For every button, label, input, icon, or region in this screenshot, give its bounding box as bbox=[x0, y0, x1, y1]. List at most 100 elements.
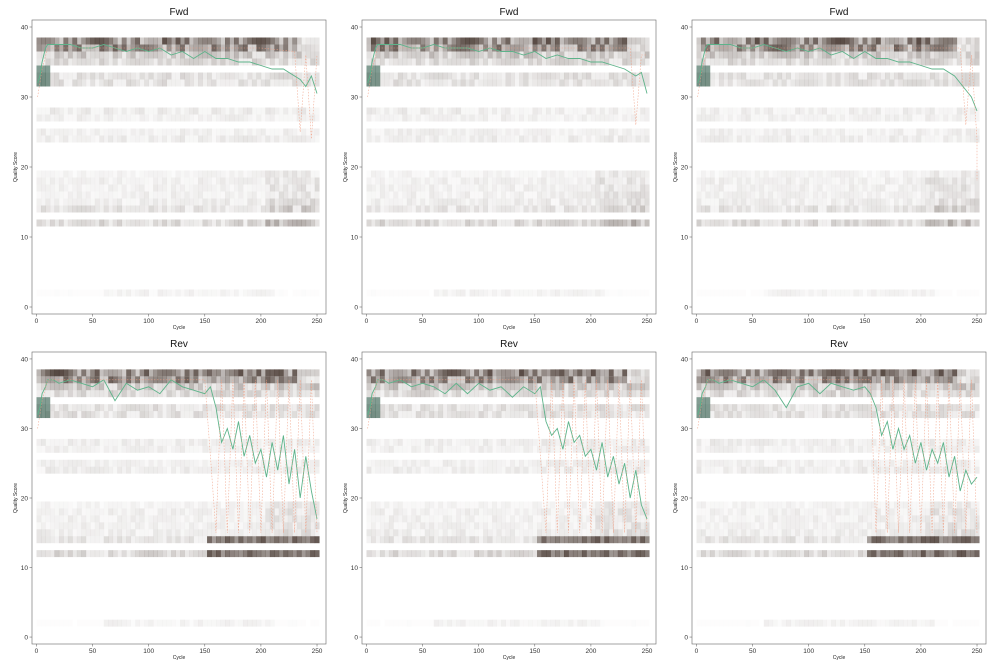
heatmap-cell bbox=[220, 550, 226, 558]
heatmap-cell bbox=[72, 529, 77, 536]
heatmap-cell bbox=[745, 205, 751, 213]
heatmap-cell bbox=[274, 411, 280, 419]
heatmap-cell bbox=[965, 51, 971, 59]
heatmap-cell bbox=[799, 205, 805, 213]
heatmap-cell bbox=[314, 219, 320, 227]
heatmap-cell bbox=[72, 107, 78, 115]
heatmap-cell bbox=[67, 191, 73, 199]
heatmap-cell bbox=[965, 58, 971, 66]
heatmap-cell bbox=[36, 37, 42, 45]
y-tick-label: 0 bbox=[354, 304, 358, 311]
heatmap-cell bbox=[911, 58, 917, 66]
heatmap-cell bbox=[229, 515, 235, 523]
heatmap-cell bbox=[885, 37, 890, 45]
heatmap-cell bbox=[425, 171, 430, 178]
heatmap-cell bbox=[314, 445, 320, 453]
heatmap-cell bbox=[885, 79, 890, 87]
heatmap-cell bbox=[63, 198, 69, 206]
heatmap-cell bbox=[139, 128, 145, 136]
heatmap-cell bbox=[175, 466, 181, 474]
heatmap-cell bbox=[586, 107, 592, 115]
heatmap-cell bbox=[157, 289, 163, 297]
heatmap-cell bbox=[795, 72, 801, 80]
heatmap-cell bbox=[49, 411, 55, 419]
heatmap-cell bbox=[292, 404, 298, 412]
heatmap-cell bbox=[808, 58, 814, 66]
heatmap-cell bbox=[478, 72, 484, 80]
heatmap-cell bbox=[175, 37, 181, 45]
heatmap-cell bbox=[871, 128, 877, 136]
heatmap-cell bbox=[310, 376, 316, 384]
heatmap-cell bbox=[278, 198, 284, 206]
heatmap-cell bbox=[723, 128, 729, 136]
heatmap-cell bbox=[99, 135, 105, 143]
heatmap-cell bbox=[885, 44, 890, 52]
heatmap-cell bbox=[58, 501, 64, 509]
heatmap-cell bbox=[45, 522, 50, 529]
heatmap-cell bbox=[229, 72, 235, 80]
heatmap-cell bbox=[117, 619, 123, 627]
heatmap-cell bbox=[736, 37, 742, 45]
heatmap-cell bbox=[45, 620, 50, 627]
heatmap-cell bbox=[135, 191, 141, 199]
heatmap-cell bbox=[604, 184, 610, 192]
heatmap-cell bbox=[121, 37, 127, 45]
heatmap-cell bbox=[429, 411, 435, 419]
heatmap-cell bbox=[310, 219, 316, 227]
heatmap-cell bbox=[415, 369, 421, 377]
heatmap-cell bbox=[590, 114, 596, 122]
heatmap-cell bbox=[474, 114, 479, 122]
heatmap-cell bbox=[108, 508, 114, 516]
heatmap-cell bbox=[49, 438, 55, 446]
heatmap-cell bbox=[94, 529, 100, 537]
heatmap-cell bbox=[863, 136, 868, 143]
heatmap-cell bbox=[862, 114, 868, 122]
heatmap-cell bbox=[366, 58, 372, 66]
heatmap-cell bbox=[626, 198, 632, 206]
heatmap-cell bbox=[375, 184, 381, 192]
heatmap-cell bbox=[81, 411, 87, 419]
heatmap-cell bbox=[853, 184, 859, 192]
heatmap-cell bbox=[45, 135, 51, 143]
heatmap-cell bbox=[397, 501, 403, 509]
heatmap-cell bbox=[256, 219, 262, 227]
heatmap-cell bbox=[460, 219, 466, 227]
heatmap-cell bbox=[117, 550, 123, 558]
heatmap-cell bbox=[384, 522, 390, 530]
heatmap-cell bbox=[76, 459, 82, 467]
heatmap-cell bbox=[99, 44, 105, 52]
heatmap-cell bbox=[198, 460, 203, 467]
heatmap-cell bbox=[429, 404, 435, 412]
heatmap-cell bbox=[121, 445, 127, 453]
heatmap-cell bbox=[202, 51, 208, 59]
heatmap-cell bbox=[492, 72, 497, 80]
heatmap-cell bbox=[492, 44, 497, 52]
heatmap-cell bbox=[184, 550, 190, 558]
heatmap-cell bbox=[207, 501, 212, 509]
heatmap-cell bbox=[139, 529, 145, 537]
heatmap-cell bbox=[157, 51, 163, 59]
heatmap-cell bbox=[108, 522, 114, 530]
x-tick-label: 0 bbox=[365, 318, 369, 325]
heatmap-cell bbox=[247, 508, 253, 516]
heatmap-cell bbox=[728, 185, 733, 192]
heatmap-cell bbox=[130, 529, 136, 537]
heatmap-cell bbox=[754, 205, 760, 213]
heatmap-cell bbox=[532, 135, 538, 143]
heatmap-cell bbox=[58, 536, 64, 544]
heatmap-cell bbox=[813, 128, 818, 136]
heatmap-cell bbox=[622, 177, 628, 185]
heatmap-cell bbox=[153, 51, 158, 59]
heatmap-cell bbox=[221, 192, 226, 199]
heatmap-cell bbox=[301, 459, 307, 467]
heatmap-cell bbox=[871, 191, 877, 199]
heatmap-cell bbox=[76, 383, 82, 391]
heatmap-cell bbox=[402, 508, 408, 516]
heatmap-cell bbox=[99, 459, 105, 467]
heatmap-cell bbox=[94, 515, 100, 523]
heatmap-cell bbox=[465, 171, 470, 178]
heatmap-cell bbox=[956, 58, 962, 66]
heatmap-cell bbox=[220, 466, 226, 474]
heatmap-cell bbox=[510, 79, 515, 87]
heatmap-cell bbox=[287, 198, 293, 206]
